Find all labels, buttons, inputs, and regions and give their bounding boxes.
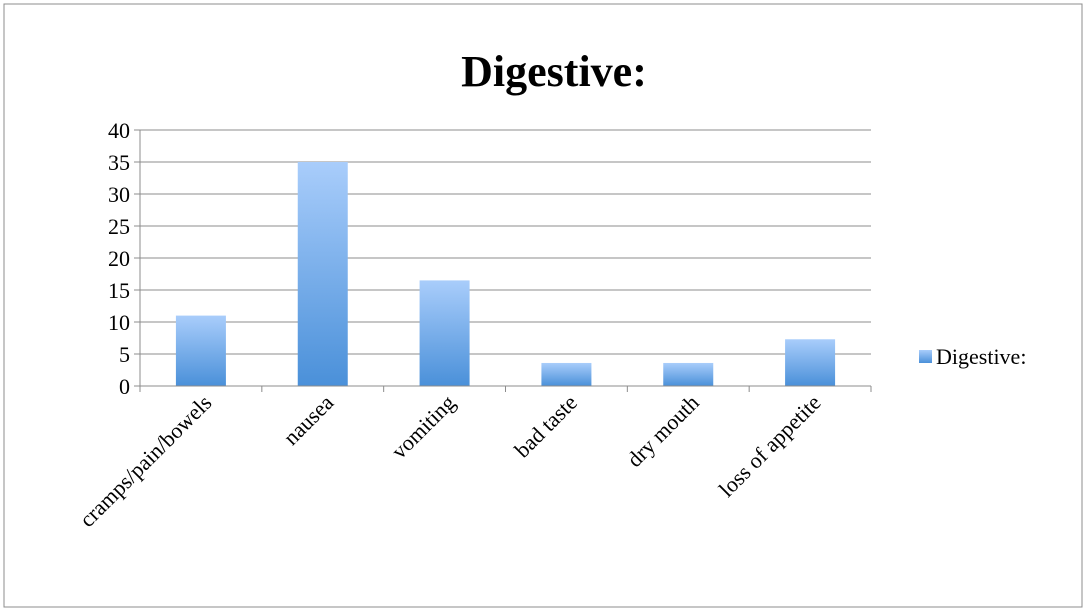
y-tick-label: 35 (108, 150, 130, 175)
y-tick-label: 5 (119, 342, 130, 367)
bar-nausea (297, 162, 348, 386)
bar-vomiting (419, 280, 470, 386)
chart-title: Digestive: (461, 47, 647, 96)
bar-dry-mouth (663, 362, 714, 386)
y-tick-label: 15 (108, 278, 130, 303)
y-tick-label: 40 (108, 118, 130, 143)
bar-cramps-pain-bowels (175, 315, 226, 386)
legend-swatch (919, 350, 932, 363)
legend: Digestive: (919, 344, 1026, 369)
y-tick-label: 25 (108, 214, 130, 239)
y-tick-label: 0 (119, 374, 130, 399)
chart-border (3, 3, 1083, 608)
bar-loss-of-appetite (785, 339, 836, 386)
y-tick-label: 10 (108, 310, 130, 335)
bar-bad-taste (541, 362, 592, 386)
legend-label: Digestive: (936, 344, 1026, 369)
y-tick-label: 30 (108, 182, 130, 207)
y-tick-label: 20 (108, 246, 130, 271)
